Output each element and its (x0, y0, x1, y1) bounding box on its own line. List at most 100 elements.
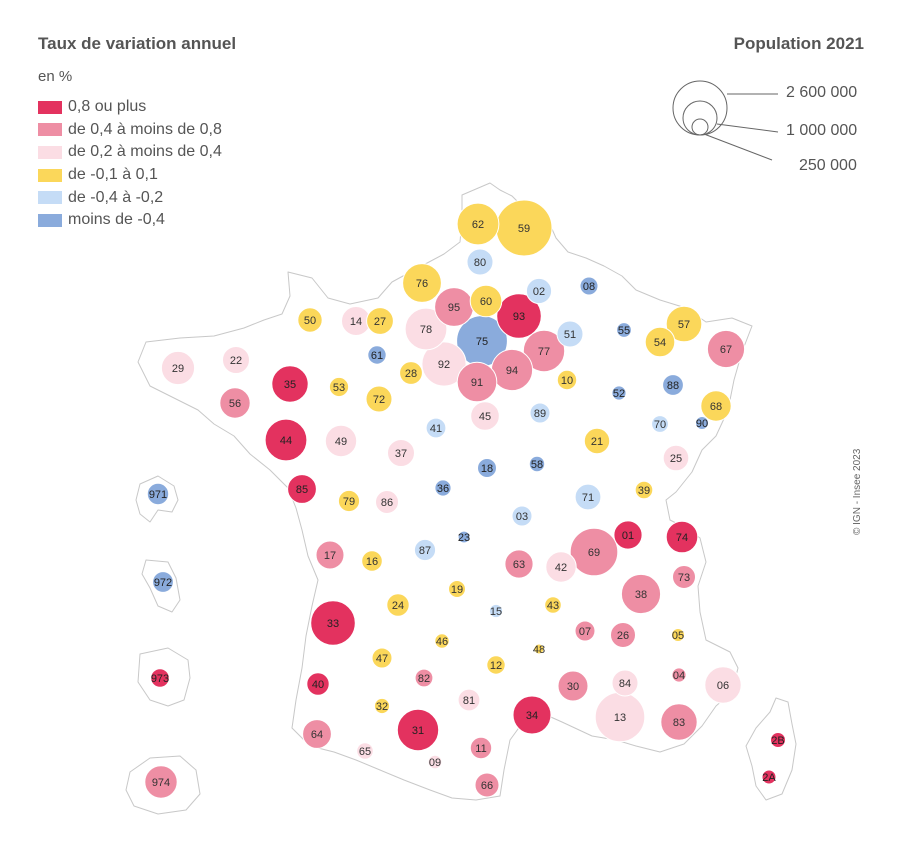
department-bubble (583, 427, 611, 455)
department-16: 16 (361, 550, 383, 572)
department-06: 06 (704, 666, 742, 704)
department-04: 04 (671, 667, 687, 683)
department-code-label: 09 (429, 757, 441, 769)
department-bubble (545, 551, 577, 583)
department-92: 92 (421, 341, 467, 387)
department-bubble (287, 474, 317, 504)
department-bubble (222, 346, 250, 374)
department-44: 44 (264, 418, 308, 462)
department-code-label: 10 (561, 375, 573, 387)
department-code-label: 89 (534, 408, 546, 420)
department-bubble (371, 647, 393, 669)
department-15: 15 (488, 603, 504, 619)
department-code-label: 61 (371, 350, 383, 362)
department-code-label: 48 (533, 644, 545, 656)
department-bubble (665, 305, 703, 343)
department-47: 47 (371, 647, 393, 669)
department-bubble (324, 424, 358, 458)
color-legend: 0,8 ou plus de 0,4 à moins de 0,8 de 0,2… (38, 96, 222, 232)
legend-unit: en % (38, 68, 73, 85)
department-bubble (569, 527, 619, 577)
department-bubbles: 59 75 13 69 93 33 92 62 78 44 77 31 94 91 38 76 95 34 67 35… (144, 199, 786, 799)
size-legend-value: 2 600 000 (786, 84, 858, 101)
department-2A: 2A (761, 769, 777, 785)
department-51: 51 (556, 320, 584, 348)
size-legend-value: 250 000 (799, 157, 857, 174)
department-bubble (427, 754, 443, 770)
legend-item: de -0,1 à 0,1 (38, 164, 222, 187)
department-code-label: 21 (591, 436, 603, 448)
department-code-label: 2A (762, 772, 776, 784)
department-code-label: 34 (526, 710, 538, 722)
legend-swatch (38, 123, 62, 137)
department-code-label: 13 (614, 712, 626, 724)
department-75: 75 (456, 315, 508, 367)
legend-label: de 0,2 à moins de 0,4 (68, 143, 222, 161)
map-title: Taux de variation annuel (38, 34, 237, 53)
legend-label: de 0,4 à moins de 0,8 (68, 120, 222, 138)
department-bubble (616, 322, 632, 338)
department-code-label: 28 (405, 368, 417, 380)
department-bubble (264, 418, 308, 462)
department-84: 84 (611, 669, 639, 697)
department-bubble (611, 385, 627, 401)
department-62: 62 (456, 202, 500, 246)
department-code-label: 52 (613, 388, 625, 400)
department-60: 60 (469, 284, 503, 318)
legend-label: de -0,1 à 0,1 (68, 166, 158, 184)
department-bubble (528, 455, 546, 473)
department-972: 972 (152, 571, 174, 593)
department-code-label: 37 (395, 448, 407, 460)
department-58: 58 (528, 455, 546, 473)
department-bubble (511, 505, 533, 527)
department-code-label: 06 (717, 680, 729, 692)
department-19: 19 (448, 580, 466, 598)
department-59: 59 (495, 199, 553, 257)
department-bubble (496, 293, 542, 339)
department-code-label: 07 (579, 626, 591, 638)
department-78: 78 (404, 307, 448, 351)
department-bubble (456, 202, 500, 246)
department-70: 70 (651, 415, 669, 433)
department-95: 95 (434, 287, 474, 327)
department-48: 48 (533, 643, 545, 656)
department-bubble (672, 565, 696, 589)
department-code-label: 11 (475, 743, 486, 755)
department-code-label: 18 (481, 463, 493, 475)
department-55: 55 (616, 322, 632, 338)
department-code-label: 42 (555, 562, 567, 574)
legend-item: de 0,4 à moins de 0,8 (38, 119, 222, 142)
department-73: 73 (672, 565, 696, 589)
department-bubble (469, 284, 503, 318)
department-code-label: 47 (376, 653, 388, 665)
department-bubble (367, 345, 387, 365)
department-code-label: 26 (617, 630, 629, 642)
department-code-label: 33 (327, 618, 339, 630)
legend-swatch (38, 100, 62, 114)
department-39: 39 (634, 480, 654, 500)
department-54: 54 (644, 326, 676, 358)
department-01: 01 (613, 520, 643, 550)
department-bubble (761, 769, 777, 785)
department-22: 22 (222, 346, 250, 374)
legend-label: 0,8 ou plus (68, 98, 147, 116)
department-bubble (302, 719, 332, 749)
department-code-label: 88 (667, 380, 679, 392)
department-25: 25 (662, 444, 690, 472)
department-bubble (150, 668, 170, 688)
department-bubble (434, 479, 452, 497)
department-14: 14 (341, 306, 371, 336)
department-bubble (271, 365, 309, 403)
department-40: 40 (306, 672, 330, 696)
map-outlines (125, 182, 797, 815)
department-code-label: 971 (149, 489, 167, 501)
department-code-label: 46 (436, 636, 448, 648)
department-34: 34 (512, 695, 552, 735)
department-code-label: 02 (533, 286, 545, 298)
department-code-label: 81 (463, 695, 475, 707)
department-code-label: 40 (312, 679, 324, 691)
department-bubble (470, 401, 500, 431)
department-42: 42 (545, 551, 577, 583)
guyane-outline (137, 647, 191, 707)
department-bubble (457, 530, 471, 544)
